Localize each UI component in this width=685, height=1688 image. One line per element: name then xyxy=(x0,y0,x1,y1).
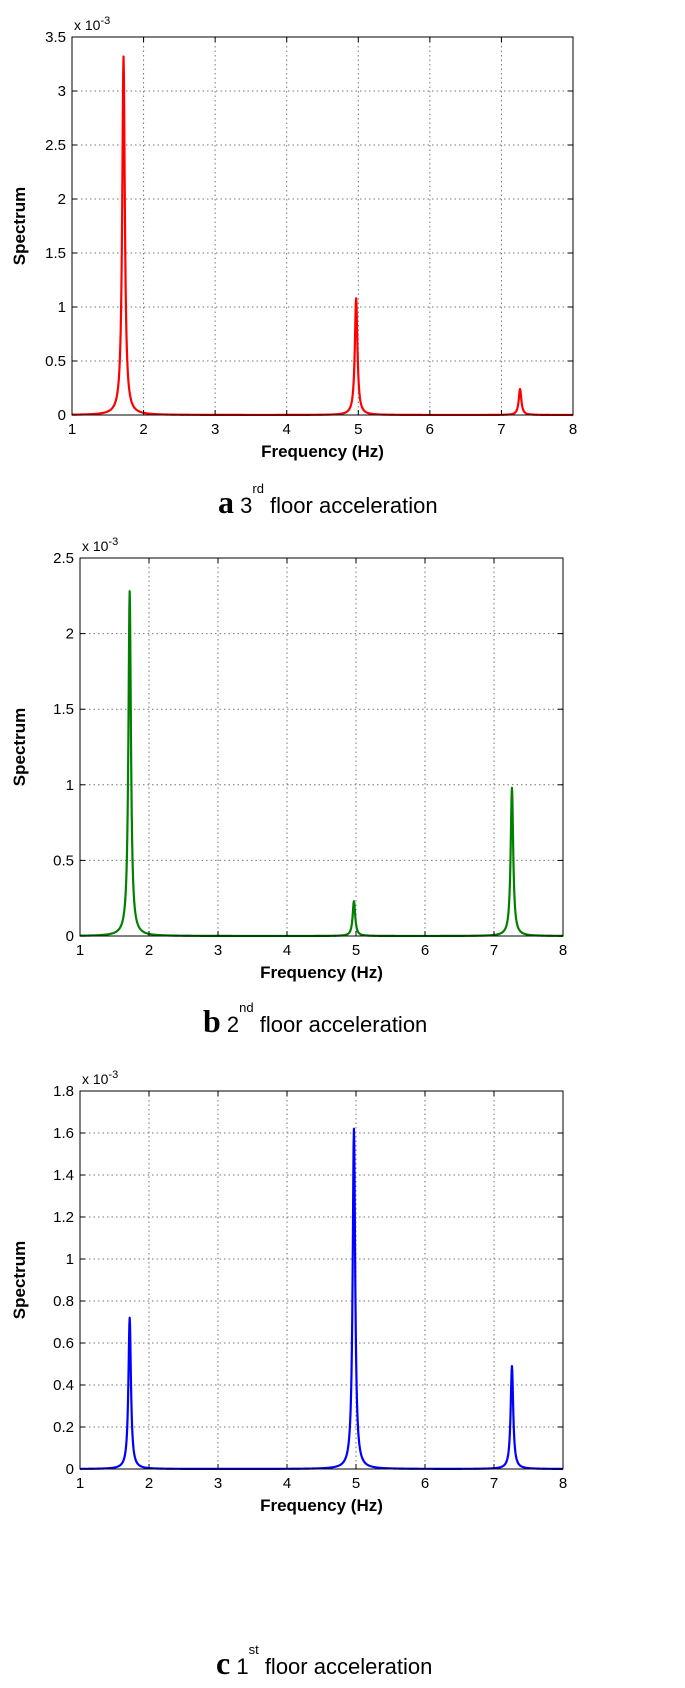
spectrum-line xyxy=(79,590,564,938)
x-tick-label: 1 xyxy=(76,1475,84,1492)
y-tick-label: 1 xyxy=(66,777,74,794)
y-tick-label: 2.5 xyxy=(45,137,66,154)
x-tick-label: 2 xyxy=(145,942,153,959)
y-multiplier-exp: -3 xyxy=(108,1069,118,1081)
caption-num: 1 xyxy=(236,1654,249,1679)
grid xyxy=(80,1091,563,1469)
y-tick-label: 1.8 xyxy=(53,1083,74,1100)
x-tick-label: 7 xyxy=(497,421,505,438)
y-multiplier: x 10-3 xyxy=(74,15,110,33)
plot-frame xyxy=(71,36,574,416)
x-tick-label: 4 xyxy=(283,1475,291,1492)
x-tick-label: 6 xyxy=(421,1475,429,1492)
y-tick-label: 2 xyxy=(66,626,74,643)
y-tick-label: 0 xyxy=(66,1461,74,1478)
y-tick-label: 0.6 xyxy=(53,1335,74,1352)
x-tick-label: 6 xyxy=(421,942,429,959)
x-axis-label: Frequency (Hz) xyxy=(260,1496,383,1515)
y-tick-label: 0 xyxy=(66,928,74,945)
caption-rest: floor acceleration xyxy=(258,1654,433,1679)
grid xyxy=(72,37,573,415)
plot-frame xyxy=(79,1090,564,1470)
spectrum-line xyxy=(71,55,574,417)
x-tick-label: 2 xyxy=(145,1475,153,1492)
caption-sup: nd xyxy=(239,1000,254,1015)
y-tick-label: 1.5 xyxy=(45,245,66,262)
y-tick-label: 1 xyxy=(58,299,66,316)
chart-c: 1 2 3 4 5 6 7 8 0 0.2 0.4 0.6 0.8 1 1.2 1.4 1.6 1.8 x 10-3… xyxy=(10,1069,567,1515)
y-tick-label: 1.4 xyxy=(53,1167,74,1184)
caption-letter: b xyxy=(203,1003,221,1039)
y-multiplier-base: x 10 xyxy=(82,1071,109,1087)
x-tick-label: 5 xyxy=(352,1475,360,1492)
caption-c: c 1st floor acceleration xyxy=(216,1642,433,1682)
x-tick-label: 1 xyxy=(76,942,84,959)
caption-num: 3 xyxy=(240,493,253,518)
caption-num: 2 xyxy=(226,1012,240,1037)
y-tick-label: 1.6 xyxy=(53,1125,74,1142)
y-axis-label: Spectrum xyxy=(10,187,29,265)
plot-frame xyxy=(79,557,564,937)
caption-letter: c xyxy=(216,1645,231,1681)
y-tick-label: 0.5 xyxy=(53,852,74,869)
y-tick-label: 1.5 xyxy=(53,701,74,718)
x-tick-label: 6 xyxy=(426,421,434,438)
x-tick-label: 1 xyxy=(68,421,76,438)
y-tick-label: 2.5 xyxy=(53,550,74,567)
x-tick-label: 3 xyxy=(211,421,219,438)
y-tick-label: 3.5 xyxy=(45,29,66,46)
x-tick-label: 7 xyxy=(490,942,498,959)
y-tick-label: 0.4 xyxy=(53,1377,74,1394)
x-tick-label: 8 xyxy=(559,942,567,959)
x-tick-label: 4 xyxy=(283,421,291,438)
y-tick-label: 1.2 xyxy=(53,1209,74,1226)
x-axis-label: Frequency (Hz) xyxy=(261,442,384,461)
y-multiplier-base: x 10 xyxy=(82,538,109,554)
x-tick-label: 8 xyxy=(559,1475,567,1492)
caption-sup: st xyxy=(248,1642,259,1657)
spectrum-line xyxy=(79,1127,564,1471)
caption-rest: floor acceleration xyxy=(253,1012,428,1037)
x-tick-label: 7 xyxy=(490,1475,498,1492)
caption-b: b 2nd floor acceleration xyxy=(203,1000,428,1040)
x-tick-label: 8 xyxy=(569,421,577,438)
y-tick-label: 1 xyxy=(66,1251,74,1268)
x-tick-label: 3 xyxy=(214,1475,222,1492)
y-axis-label: Spectrum xyxy=(10,708,29,786)
caption-sup: rd xyxy=(252,481,264,496)
chart-a: 1 2 3 4 5 6 7 8 0 0.5 1 1.5 2 2.5 3 3.5 x 10-3 Frequency … xyxy=(10,15,577,461)
x-tick-label: 5 xyxy=(354,421,362,438)
y-multiplier: x 10-3 xyxy=(82,1069,118,1087)
x-tick-label: 5 xyxy=(352,942,360,959)
y-tick-label: 3 xyxy=(58,83,66,100)
x-tick-label: 2 xyxy=(139,421,147,438)
chart-b: 1 2 3 4 5 6 7 8 0 0.5 1 1.5 2 2.5 x 10-3 Frequency (Hz)… xyxy=(10,536,567,982)
grid xyxy=(80,558,563,936)
caption-letter: a xyxy=(218,484,234,520)
y-axis-label: Spectrum xyxy=(10,1241,29,1319)
y-tick-label: 0.8 xyxy=(53,1293,74,1310)
x-tick-label: 3 xyxy=(214,942,222,959)
x-axis-label: Frequency (Hz) xyxy=(260,963,383,982)
x-tick-label: 4 xyxy=(283,942,291,959)
y-multiplier-exp: -3 xyxy=(108,536,118,548)
y-tick-label: 0 xyxy=(58,407,66,424)
y-tick-label: 0.2 xyxy=(53,1419,74,1436)
y-multiplier: x 10-3 xyxy=(82,536,118,554)
y-tick-label: 0.5 xyxy=(45,353,66,370)
caption-rest: floor acceleration xyxy=(263,493,438,518)
caption-a: a 3rd floor acceleration xyxy=(218,481,438,521)
y-multiplier-base: x 10 xyxy=(74,17,101,33)
y-multiplier-exp: -3 xyxy=(100,15,110,27)
y-tick-label: 2 xyxy=(58,191,66,208)
